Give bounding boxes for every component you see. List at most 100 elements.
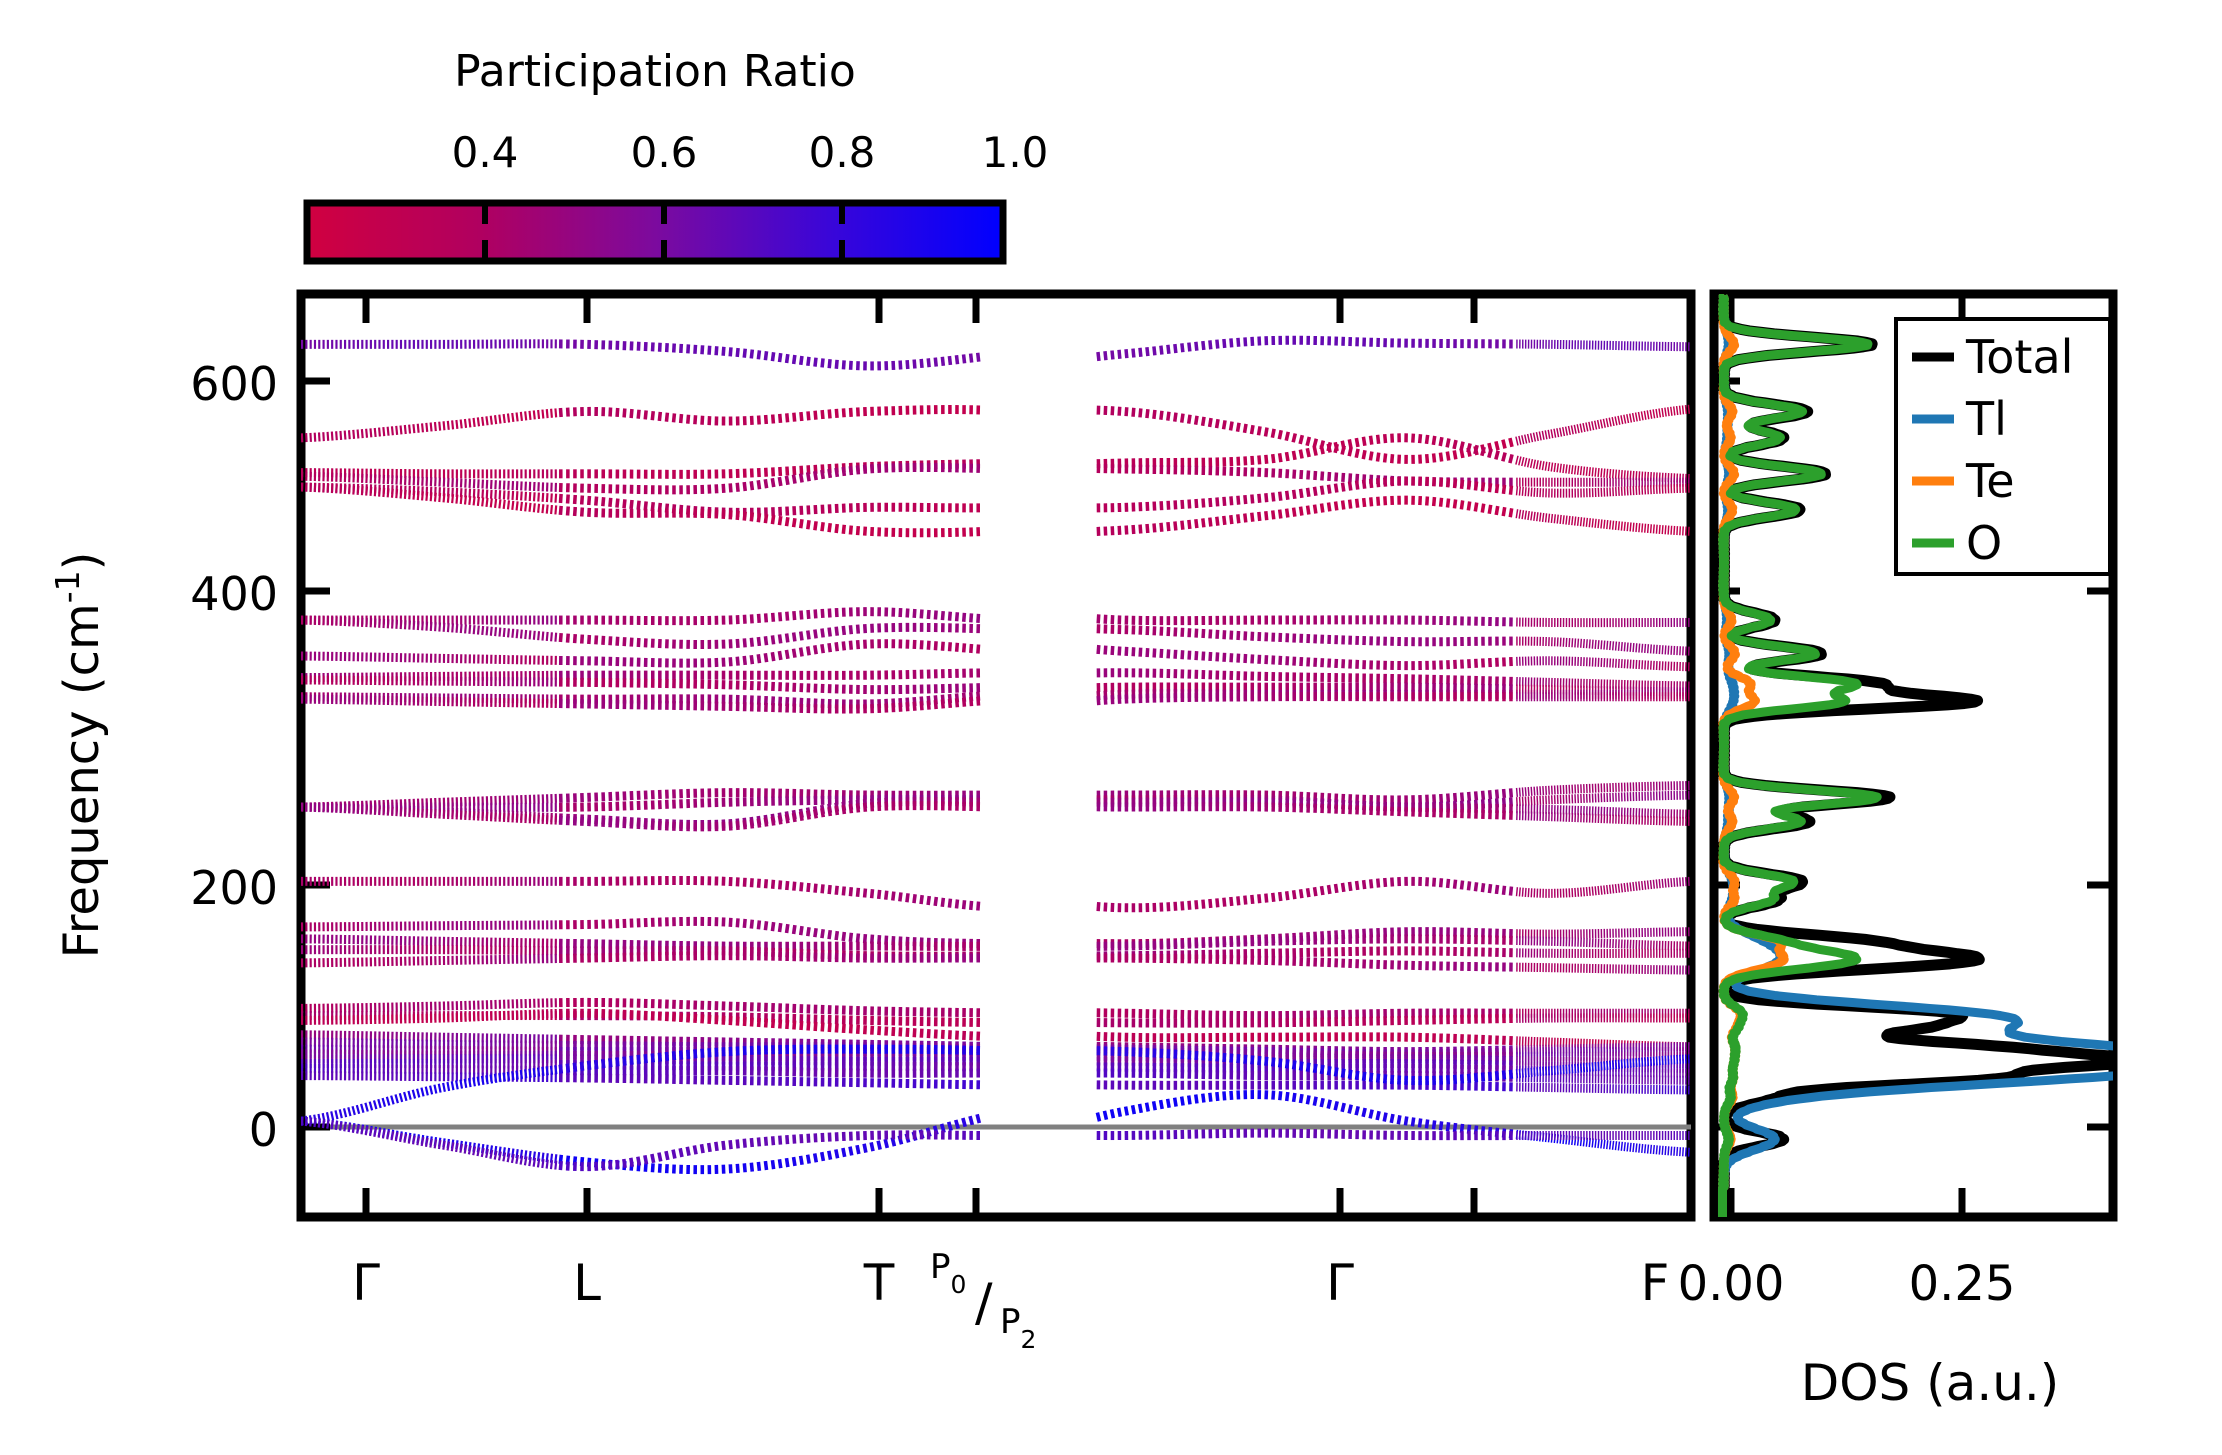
band-curve-dash	[1501, 506, 1507, 517]
band-curve-dash	[784, 813, 790, 824]
band-curve-dash	[834, 805, 840, 816]
band-ylabel-group: Frequency (cm-1)	[48, 552, 111, 959]
band-curve-dash	[1452, 450, 1458, 460]
band-curve-dash	[1494, 505, 1500, 516]
band-curve-dash	[777, 515, 783, 526]
band-curve-dash	[1193, 415, 1199, 425]
band-curve-dash	[791, 812, 797, 823]
band-curve-dash	[1228, 421, 1234, 431]
band-curve-dash	[1284, 451, 1290, 462]
band-ytick-label-0: 0	[249, 1103, 278, 1157]
band-xtick-label-gamma-1: Γ	[352, 1254, 380, 1312]
band-x-ticks	[362, 294, 1478, 1217]
band-curve-dash	[777, 650, 783, 661]
band-curve-dash	[791, 924, 797, 935]
band-curve-dash	[784, 475, 790, 486]
band-curve-dash	[1361, 436, 1367, 447]
band-curve-dash	[1221, 420, 1227, 430]
band-curve-dash	[1179, 413, 1185, 423]
band-curve-dash	[1494, 450, 1500, 460]
band-curve-dash	[1312, 504, 1318, 514]
band-curve-dash	[1508, 437, 1514, 448]
band-curve-dash	[1298, 434, 1305, 445]
band-curve-dash	[1480, 446, 1486, 457]
band-curve-dash	[1473, 502, 1479, 512]
band-curve-dash	[1452, 439, 1458, 450]
band-curve-dash	[1340, 882, 1346, 893]
band-curve-dash	[1214, 418, 1220, 429]
band-curve-dash	[1319, 503, 1325, 513]
band-curve-dash	[1319, 440, 1326, 450]
band-curve-dash	[791, 517, 797, 528]
band-curve-dash	[798, 811, 804, 822]
band-curve-dash	[820, 643, 825, 654]
colorbar-tick-label-0: 0.4	[452, 128, 519, 177]
band-curve-dash	[756, 480, 762, 490]
colorbar-ticks	[482, 203, 845, 261]
band-curve-dash	[1249, 424, 1255, 435]
colorbar-tick-label-3: 1.0	[982, 128, 1049, 177]
band-curve-dash	[1347, 446, 1353, 457]
band-curve-dash	[1298, 488, 1304, 499]
band-curve-dash	[784, 923, 790, 934]
band-curve-dash	[1291, 433, 1298, 443]
band-curve-dash	[1368, 451, 1374, 461]
band-curve-dash	[798, 631, 804, 641]
band-axes-frame	[296, 289, 1696, 1222]
band-curve-dash	[805, 810, 811, 820]
band-curve-dash	[791, 474, 797, 484]
band-curve-dash	[777, 815, 783, 825]
band-curve-dash	[813, 470, 818, 481]
band-curve-dash	[770, 477, 776, 488]
band-curve-dash	[1305, 436, 1312, 447]
band-curve-dash	[1326, 443, 1332, 453]
band-curve-dash	[1487, 442, 1493, 453]
band-xtick-label-p0p2: P0 / P2	[930, 1247, 1036, 1354]
band-curve-dash	[777, 476, 783, 487]
band-curve-dash	[813, 927, 818, 938]
band-ylabel: Frequency (cm-1)	[48, 552, 111, 959]
band-curve-dash	[784, 649, 790, 660]
colorbar-tick-label-1: 0.6	[631, 128, 698, 177]
band-curve-dash	[1340, 445, 1346, 455]
band-panel: 0 200 400 600 Γ L T P0 / P2 Γ F	[190, 289, 1696, 1354]
band-curve-dash	[1375, 452, 1381, 462]
band-curve-dash	[1340, 482, 1346, 492]
band-xtick-label-gamma-2: Γ	[1326, 1254, 1354, 1312]
band-curve-dash	[1445, 451, 1451, 461]
band-curve-dash	[1354, 448, 1360, 459]
band-curve-dash	[1333, 441, 1339, 452]
band-curve-dash	[1459, 441, 1465, 451]
band-curve-dash	[798, 925, 804, 936]
band-curve-dash	[1298, 889, 1304, 899]
band-curve-dash	[813, 645, 818, 655]
band-curve-dash	[1487, 448, 1493, 459]
band-curve-dash	[1305, 887, 1311, 898]
band-curve-dash	[1284, 431, 1290, 442]
band-curve-dash	[1494, 440, 1500, 451]
band-curve-dash	[763, 652, 769, 663]
band-curve-dash	[1459, 500, 1465, 510]
band-curve-dash	[1270, 428, 1276, 439]
band-xtick-label-t: T	[863, 1254, 895, 1312]
band-curve-dash	[1312, 486, 1318, 496]
band-curve-dash	[1263, 427, 1269, 437]
band-curve-dash	[770, 816, 776, 826]
band-curve-dash	[805, 926, 811, 937]
band-curve-dash	[827, 468, 833, 479]
band-curve-dash	[1501, 439, 1507, 449]
band-ytick-label-600: 600	[190, 357, 278, 411]
band-curve-dash	[1508, 453, 1514, 464]
band-curve-dash	[763, 817, 769, 827]
band-curve-dash	[1242, 423, 1248, 434]
band-curve-dash	[1326, 502, 1332, 512]
band-curve-dash	[1347, 439, 1353, 449]
band-curve-dash	[1305, 505, 1311, 515]
band-curve-dash	[763, 479, 769, 489]
colorbar-gradient-bar[interactable]	[303, 199, 1007, 265]
band-curve-dash	[1326, 884, 1332, 895]
band-curve-dash	[1319, 444, 1325, 455]
band-curve-dash	[1319, 885, 1325, 896]
band-curve-dash	[791, 648, 797, 658]
